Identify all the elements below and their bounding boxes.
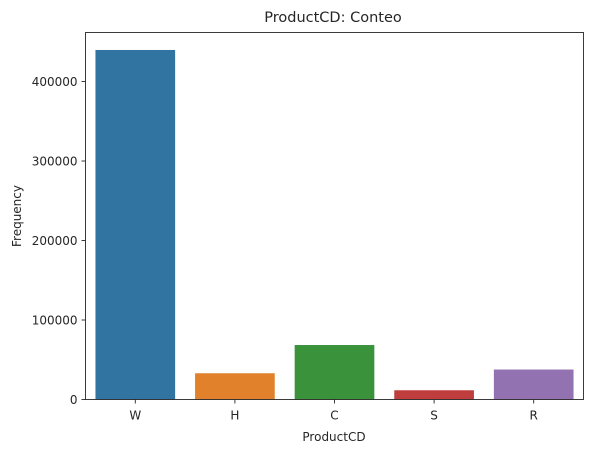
y-tick-label-300000: 300000 bbox=[32, 155, 78, 169]
bars-group bbox=[95, 50, 573, 400]
x-tick-label-H: H bbox=[230, 409, 239, 423]
y-axis: 0 100000 200000 300000 400000 bbox=[32, 75, 86, 407]
bar-W bbox=[95, 50, 175, 400]
x-tick-label-R: R bbox=[530, 409, 538, 423]
x-tick-label-C: C bbox=[330, 409, 338, 423]
y-tick-label-200000: 200000 bbox=[32, 234, 78, 248]
y-tick-label-100000: 100000 bbox=[32, 314, 78, 328]
x-tick-label-S: S bbox=[430, 409, 438, 423]
bar-C bbox=[295, 345, 375, 399]
y-tick-label-400000: 400000 bbox=[32, 75, 78, 89]
y-axis-label: Frequency bbox=[10, 185, 24, 247]
bar-H bbox=[195, 373, 275, 399]
x-axis-label: ProductCD bbox=[302, 430, 365, 444]
chart-title: ProductCD: Conteo bbox=[264, 10, 402, 26]
y-tick-label-0: 0 bbox=[70, 393, 78, 407]
x-tick-label-W: W bbox=[129, 409, 141, 423]
bar-S bbox=[394, 390, 474, 399]
bar-R bbox=[494, 370, 574, 400]
